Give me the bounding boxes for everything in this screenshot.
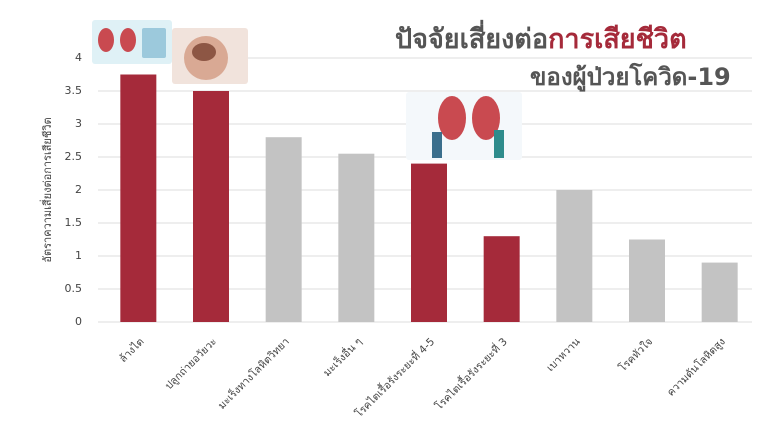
y-axis-label: อัตราความเสี่ยงต่อการเสียชีวิต	[39, 117, 54, 262]
y-tick-label: 2	[75, 183, 82, 196]
x-tick-label: มะเร็งทางโลหิตวิทยา	[214, 334, 291, 411]
y-tick-label: 3.5	[65, 84, 83, 97]
bar	[193, 91, 229, 322]
bar	[338, 153, 375, 322]
x-tick-label: เบาหวาน	[544, 336, 582, 374]
y-tick-label: 1.5	[65, 216, 83, 229]
bar	[411, 163, 447, 322]
illustration	[92, 20, 522, 160]
y-tick-label: 0	[75, 315, 82, 328]
bar	[483, 236, 520, 322]
x-tick-label: โรคไตเรื้อรังระยะที่ 3	[432, 334, 510, 412]
y-tick-label: 1	[75, 249, 82, 262]
title-part: ปัจจัยเสี่ยงต่อ	[395, 19, 548, 55]
x-tick-label: โรคไตเรื้อรังระยะที่ 4-5	[352, 334, 438, 420]
x-tick-label: ล้างไต	[116, 335, 146, 365]
bar	[265, 137, 302, 322]
y-tick-label: 0.5	[65, 282, 83, 295]
bar	[701, 262, 738, 322]
bar	[629, 239, 665, 322]
y-tick-label: 3	[75, 117, 82, 130]
x-tick-label: โรคหัวใจ	[616, 335, 655, 374]
chart-title: ปัจจัยเสี่ยงต่อการเสียชีวิต	[395, 19, 687, 55]
x-tick-label: ความดันโลหิตสูง	[664, 335, 728, 399]
bar	[120, 74, 157, 322]
y-tick-label: 2.5	[65, 150, 83, 163]
title-part: การเสียชีวิต	[548, 24, 687, 55]
x-tick-label: ปลูกถ่ายอวัยวะ	[163, 336, 219, 392]
x-tick-label: มะเร็งอื่น ๆ	[320, 334, 365, 379]
chart-subtitle: ของผู้ป่วยโควิด-19	[530, 62, 731, 92]
y-tick-label: 4	[75, 51, 82, 64]
bar	[556, 190, 593, 322]
